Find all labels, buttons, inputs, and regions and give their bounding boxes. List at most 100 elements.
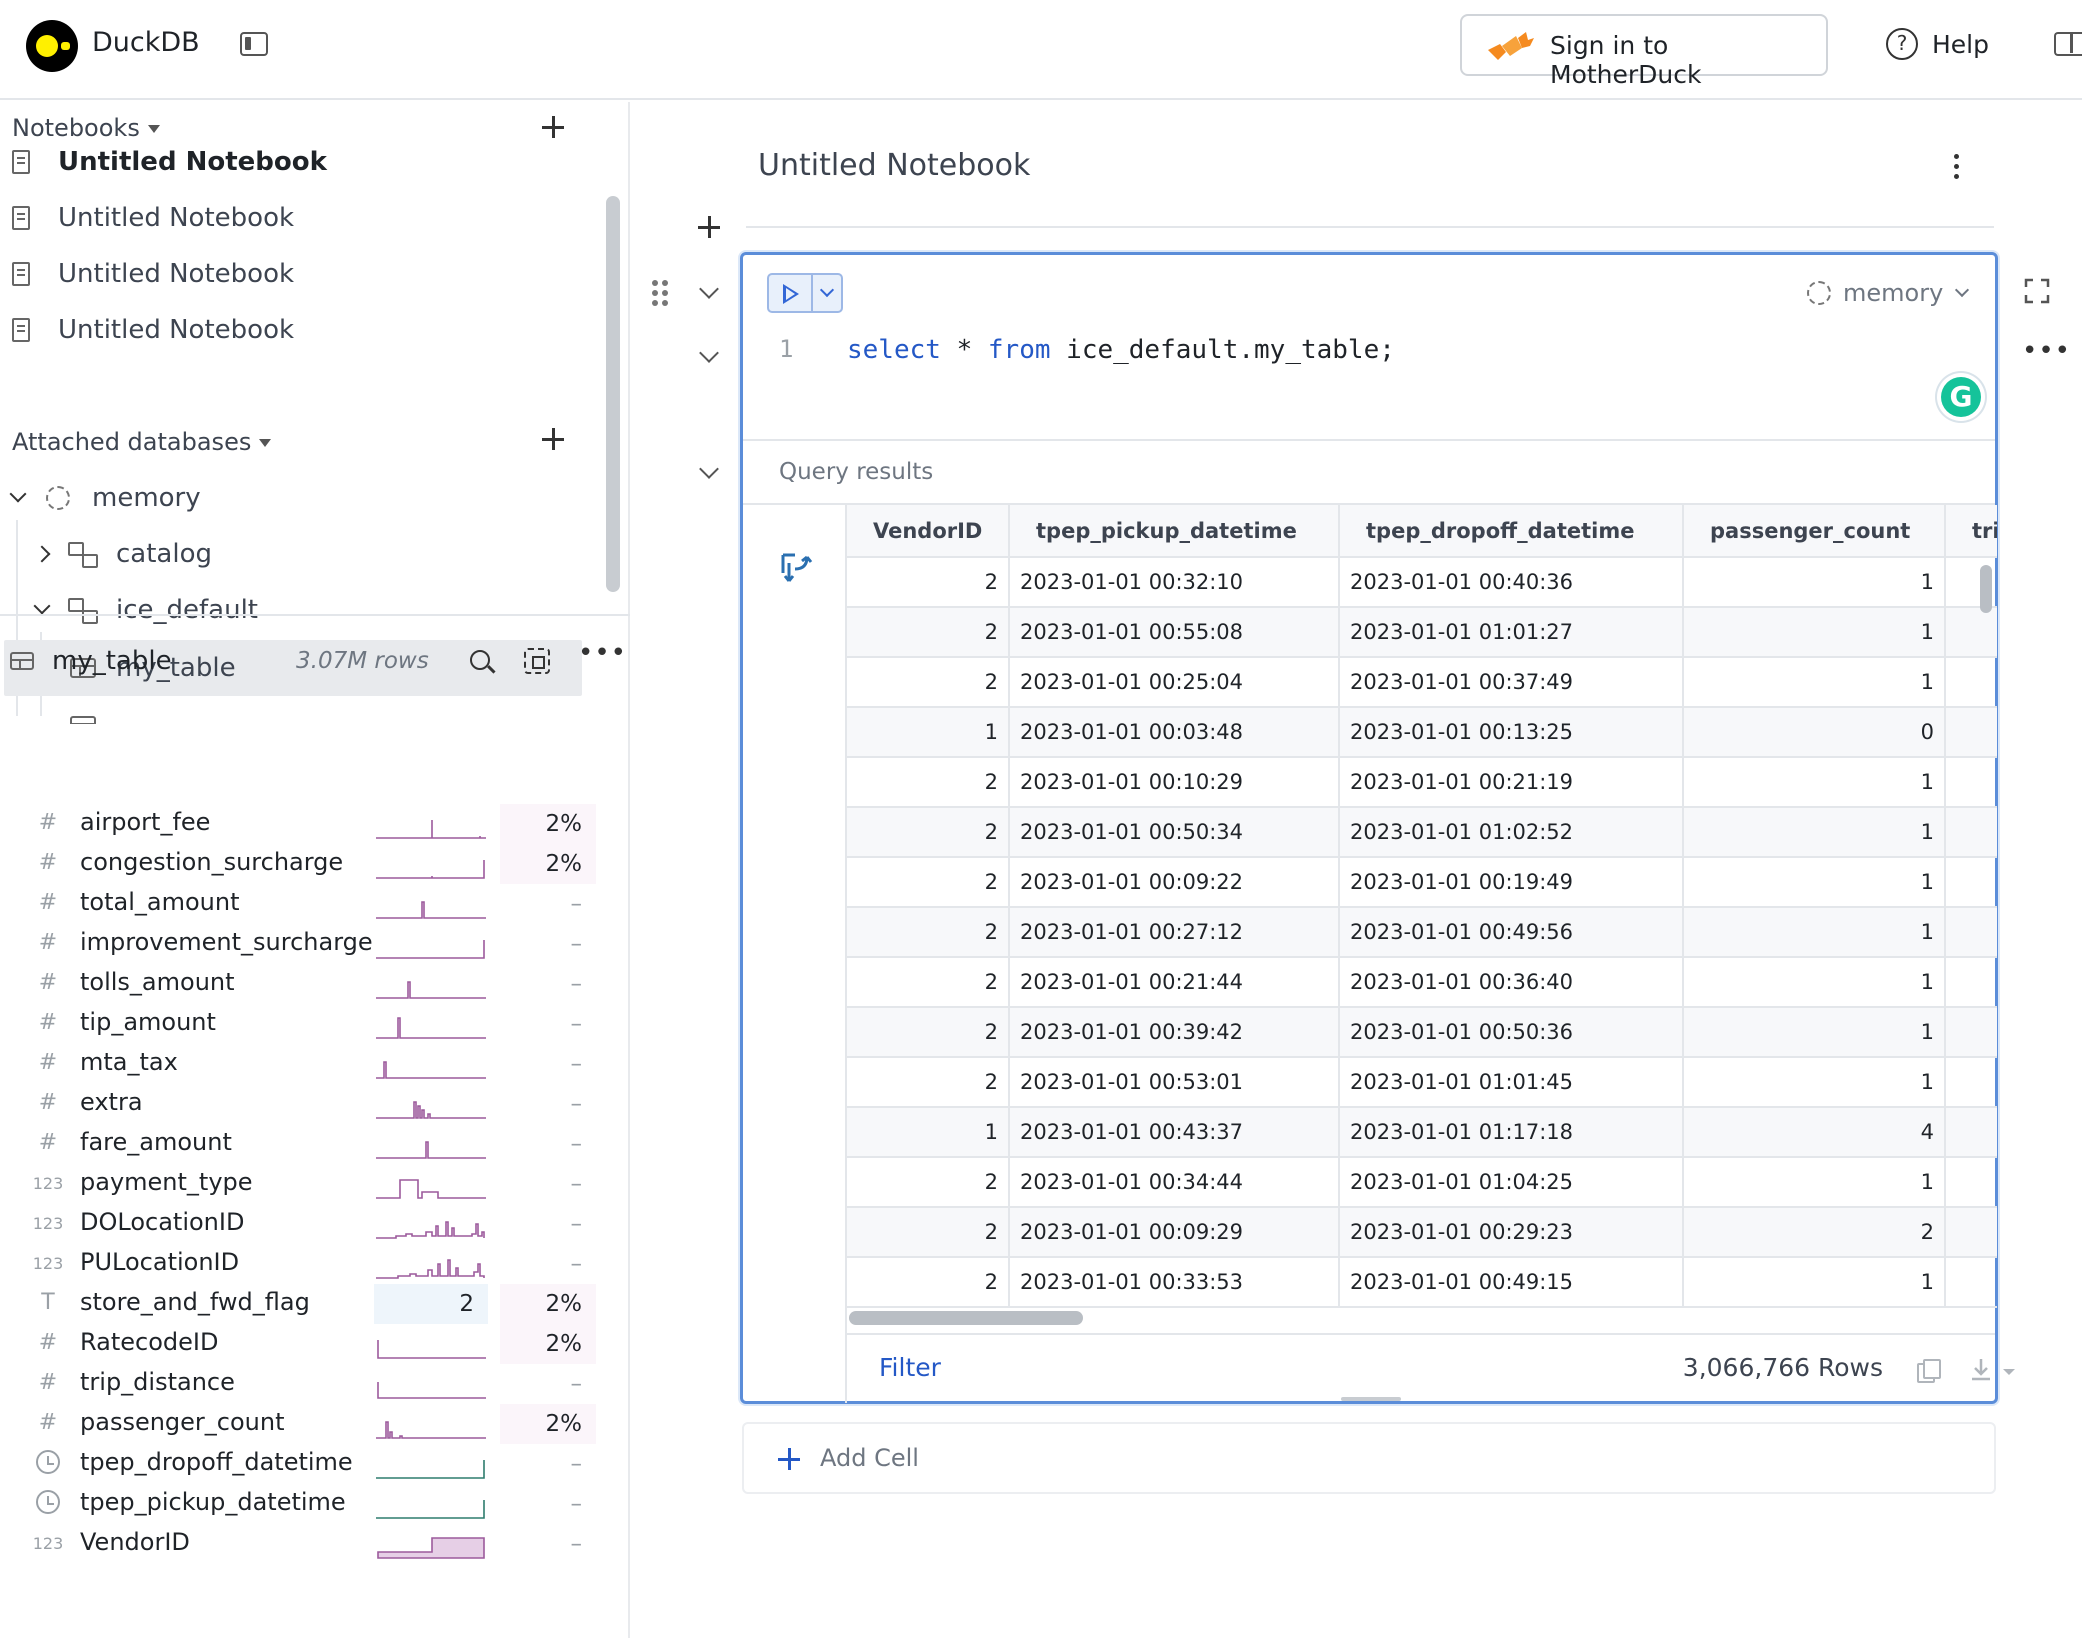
table-cell[interactable]: 1	[1683, 1007, 1946, 1058]
summary-column-row[interactable]: 123 VendorID –	[0, 1524, 630, 1564]
table-cell[interactable]	[1945, 857, 1997, 908]
notebook-item[interactable]: Untitled Notebook	[12, 310, 294, 350]
table-cell[interactable]: 2023-01-01 00:49:15	[1339, 1257, 1684, 1308]
summary-column-row[interactable]: # RatecodeID 2%	[0, 1324, 630, 1364]
drag-handle-icon[interactable]	[652, 280, 668, 308]
run-button-group[interactable]	[767, 273, 843, 313]
notebook-menu-icon[interactable]	[1954, 154, 1960, 180]
table-cell[interactable]: 2023-01-01 00:03:48	[1009, 707, 1340, 758]
add-cell-button[interactable]: Add Cell	[742, 1422, 1996, 1494]
table-cell[interactable]	[1945, 1107, 1997, 1158]
table-cell[interactable]	[1945, 707, 1997, 758]
table-cell[interactable]	[1945, 1257, 1997, 1308]
table-row[interactable]: 1 2023-01-01 00:03:48 2023-01-01 00:13:25 0	[847, 707, 1997, 758]
table-cell[interactable]: 2023-01-01 00:43:37	[1009, 1107, 1340, 1158]
table-cell[interactable]	[1945, 1157, 1997, 1208]
table-cell[interactable]: 2	[847, 557, 1010, 608]
column-header[interactable]: trip_distance	[1945, 505, 1997, 558]
column-header[interactable]: tpep_dropoff_datetime	[1339, 505, 1684, 558]
download-icon[interactable]	[1969, 1357, 2029, 1385]
table-row[interactable]: 2 2023-01-01 00:53:01 2023-01-01 01:01:45 1	[847, 1057, 1997, 1108]
sidebar-scrollbar[interactable]	[606, 196, 620, 592]
table-row[interactable]: 2 2023-01-01 00:09:22 2023-01-01 00:19:49 1	[847, 857, 1997, 908]
summary-column-row[interactable]: # fare_amount –	[0, 1124, 630, 1164]
table-cell[interactable]	[1945, 1057, 1997, 1108]
expand-icon[interactable]	[2024, 278, 2050, 304]
table-cell[interactable]: 2023-01-01 01:04:25	[1339, 1157, 1684, 1208]
database-select[interactable]: memory	[1807, 273, 1970, 313]
table-cell[interactable]: 2023-01-01 00:21:44	[1009, 957, 1340, 1008]
summary-column-row[interactable]: # improvement_surcharge –	[0, 924, 630, 964]
table-row[interactable]: 2 2023-01-01 00:32:10 2023-01-01 00:40:36 1	[847, 557, 1997, 608]
column-header[interactable]: passenger_count	[1683, 505, 1946, 558]
table-cell[interactable]: 2	[847, 857, 1010, 908]
table-cell[interactable]: 1	[1683, 907, 1946, 958]
help-link[interactable]: Help	[1932, 30, 1989, 59]
table-cell[interactable]: 1	[1683, 857, 1946, 908]
table-cell[interactable]: 1	[1683, 1057, 1946, 1108]
sidebar-split-divider[interactable]	[0, 614, 630, 616]
tree-item-my-table[interactable]: my_table	[70, 646, 236, 690]
table-cell[interactable]: 1	[1683, 807, 1946, 858]
run-options-chevron-icon[interactable]	[819, 282, 835, 298]
filter-button[interactable]: Filter	[879, 1353, 941, 1382]
table-cell[interactable]: 2023-01-01 00:49:56	[1339, 907, 1684, 958]
table-cell[interactable]: 2023-01-01 00:39:42	[1009, 1007, 1340, 1058]
column-header[interactable]: tpep_pickup_datetime	[1009, 505, 1340, 558]
notebook-item[interactable]: Untitled Notebook	[12, 142, 327, 182]
table-cell[interactable]: 2023-01-01 00:27:12	[1009, 907, 1340, 958]
tree-item-catalog[interactable]: catalog	[33, 532, 212, 576]
collapse-results-chevron-icon[interactable]	[699, 459, 719, 479]
table-cell[interactable]: 2023-01-01 01:17:18	[1339, 1107, 1684, 1158]
table-cell[interactable]: 1	[1683, 1157, 1946, 1208]
resize-handle[interactable]	[1341, 1397, 1401, 1401]
table-cell[interactable]: 2	[847, 1057, 1010, 1108]
horizontal-scrollbar[interactable]	[849, 1311, 1083, 1325]
table-cell[interactable]: 2023-01-01 00:40:36	[1339, 557, 1684, 608]
play-icon[interactable]	[783, 284, 799, 304]
table-cell[interactable]: 0	[1683, 707, 1946, 758]
summary-column-row[interactable]: 123 PULocationID –	[0, 1244, 630, 1284]
table-row[interactable]: 2 2023-01-01 00:50:34 2023-01-01 01:02:52 1	[847, 807, 1997, 858]
grammarly-icon[interactable]: G	[1937, 373, 1985, 421]
table-cell[interactable]: 1	[1683, 657, 1946, 708]
table-cell[interactable]	[1945, 1207, 1997, 1258]
summary-column-row[interactable]: tpep_pickup_datetime –	[0, 1484, 630, 1524]
table-cell[interactable]: 2023-01-01 00:21:19	[1339, 757, 1684, 808]
table-cell[interactable]: 2	[847, 757, 1010, 808]
summary-column-row[interactable]: 123 DOLocationID –	[0, 1204, 630, 1244]
right-panel-toggle-icon[interactable]	[2054, 32, 2082, 56]
summary-column-row[interactable]: # total_amount –	[0, 884, 630, 924]
table-row[interactable]: 2 2023-01-01 00:34:44 2023-01-01 01:04:25 1	[847, 1157, 1997, 1208]
table-cell[interactable]: 2	[847, 807, 1010, 858]
summary-column-row[interactable]: # extra –	[0, 1084, 630, 1124]
add-database-icon[interactable]	[542, 428, 564, 450]
table-cell[interactable]: 2023-01-01 00:50:36	[1339, 1007, 1684, 1058]
focus-icon[interactable]	[524, 648, 550, 674]
notebook-item[interactable]: Untitled Notebook	[12, 198, 294, 238]
table-row[interactable]: 2 2023-01-01 00:09:29 2023-01-01 00:29:23 2	[847, 1207, 1997, 1258]
help-icon[interactable]: ?	[1886, 28, 1918, 60]
table-cell[interactable]: 2023-01-01 01:01:27	[1339, 607, 1684, 658]
table-cell[interactable]: 2023-01-01 00:37:49	[1339, 657, 1684, 708]
table-cell[interactable]: 1	[847, 1107, 1010, 1158]
summary-column-row[interactable]: # tip_amount –	[0, 1004, 630, 1044]
sidebar-toggle-icon[interactable]	[240, 32, 268, 56]
table-cell[interactable]: 1	[1683, 757, 1946, 808]
summary-column-row[interactable]: # congestion_surcharge 2%	[0, 844, 630, 884]
table-cell[interactable]	[1945, 657, 1997, 708]
table-cell[interactable]	[1945, 907, 1997, 958]
summary-column-row[interactable]: tpep_dropoff_datetime –	[0, 1444, 630, 1484]
chevron-down-icon[interactable]	[9, 485, 27, 503]
search-icon[interactable]	[470, 650, 490, 670]
table-cell[interactable]: 2	[847, 1207, 1010, 1258]
table-cell[interactable]: 2023-01-01 00:33:53	[1009, 1257, 1340, 1308]
summary-column-row[interactable]: # tolls_amount –	[0, 964, 630, 1004]
more-options-icon[interactable]: •••	[578, 638, 628, 668]
copy-icon[interactable]	[1917, 1359, 1941, 1383]
tree-item-ice-default[interactable]: ice_default	[33, 588, 258, 632]
chevron-right-icon[interactable]	[33, 545, 51, 563]
table-cell[interactable]: 2023-01-01 00:53:01	[1009, 1057, 1340, 1108]
table-cell[interactable]: 2023-01-01 01:02:52	[1339, 807, 1684, 858]
